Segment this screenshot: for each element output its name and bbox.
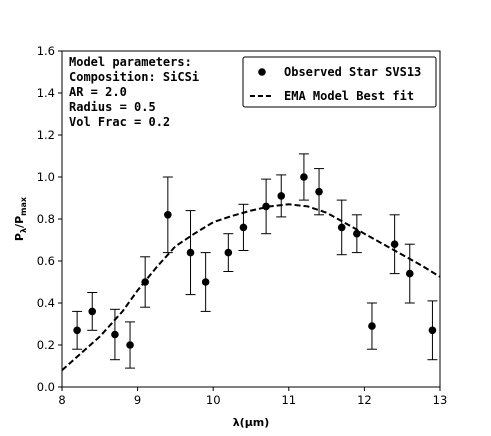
x-tick-label: 12 xyxy=(357,393,372,407)
annotation-line: AR = 2.0 xyxy=(69,85,127,99)
observed-point xyxy=(261,178,272,235)
observed-point xyxy=(185,210,196,296)
y-tick-label: 0.0 xyxy=(37,380,55,394)
observed-point xyxy=(427,300,438,361)
x-axis: 8 9 10 11 12 13 xyxy=(58,387,447,407)
observed-point xyxy=(162,176,173,254)
y-axis: 0.0 0.2 0.4 0.6 0.8 1.0 1.2 1.4 1.6 xyxy=(37,44,62,394)
observed-point xyxy=(351,214,362,254)
data-marker xyxy=(300,173,308,181)
data-marker xyxy=(141,278,149,286)
data-marker xyxy=(353,229,361,238)
data-marker xyxy=(111,330,119,339)
data-marker xyxy=(88,307,97,316)
observed-point xyxy=(389,214,400,275)
data-marker xyxy=(164,211,172,219)
y-axis-label-sub2: max xyxy=(19,196,28,216)
y-tick-label: 1.0 xyxy=(37,170,55,184)
y-axis-label-sub: λ xyxy=(19,228,28,233)
data-marker xyxy=(405,269,414,278)
observed-point xyxy=(140,256,151,308)
observed-point xyxy=(298,153,309,201)
y-axis-label: Pλ/Pmax xyxy=(13,196,28,241)
data-marker xyxy=(73,326,81,335)
data-marker xyxy=(315,187,323,196)
data-marker xyxy=(390,240,399,248)
data-marker xyxy=(224,248,233,257)
data-marker xyxy=(277,192,286,200)
x-axis-label: λ(μm) xyxy=(233,416,270,429)
annotation-line: Radius = 0.5 xyxy=(69,100,156,114)
observed-point xyxy=(109,308,120,361)
y-tick-label: 1.4 xyxy=(37,86,55,100)
model-series xyxy=(61,203,441,371)
observed-point xyxy=(336,199,347,256)
data-marker xyxy=(239,223,248,232)
observed-point xyxy=(238,203,249,251)
y-tick-label: 1.6 xyxy=(37,44,55,58)
data-marker xyxy=(368,322,376,330)
data-marker xyxy=(186,248,195,257)
observed-point xyxy=(200,252,211,312)
observed-point xyxy=(125,321,136,369)
observed-point xyxy=(366,302,377,350)
data-marker xyxy=(428,326,437,335)
data-marker xyxy=(337,223,346,232)
legend-box xyxy=(242,56,437,108)
legend-label-observed: Observed Star SVS13 xyxy=(284,65,421,79)
x-tick-label: 8 xyxy=(58,393,65,407)
model-best-fit-line xyxy=(61,203,441,371)
observed-point xyxy=(314,168,325,216)
observed-point xyxy=(87,292,98,331)
y-axis-label-slash: /P xyxy=(13,216,26,228)
y-tick-label: 0.6 xyxy=(37,254,55,268)
y-tick-label: 0.2 xyxy=(37,338,55,352)
y-tick-label: 0.4 xyxy=(37,296,55,310)
observed-point xyxy=(404,243,415,304)
annotation-line: Composition: SiCSi xyxy=(69,70,199,84)
data-marker xyxy=(201,278,210,286)
legend-marker-observed xyxy=(258,68,266,76)
y-tick-label: 1.2 xyxy=(37,128,55,142)
observed-point xyxy=(276,174,287,218)
x-tick-label: 13 xyxy=(433,393,448,407)
data-marker xyxy=(126,341,134,349)
observed-point xyxy=(223,233,234,272)
legend-label-model: EMA Model Best fit xyxy=(284,89,414,103)
annotation-line: Vol Frac = 0.2 xyxy=(69,115,170,129)
legend: Observed Star SVS13 EMA Model Best fit xyxy=(242,56,437,108)
x-tick-label: 9 xyxy=(134,393,141,407)
observed-point xyxy=(72,310,83,350)
observed-series xyxy=(72,153,438,369)
data-marker xyxy=(262,202,270,211)
annotation-line: Model parameters: xyxy=(69,55,192,69)
x-tick-label: 10 xyxy=(206,393,221,407)
x-tick-label: 11 xyxy=(281,393,296,407)
y-tick-label: 0.8 xyxy=(37,212,55,226)
